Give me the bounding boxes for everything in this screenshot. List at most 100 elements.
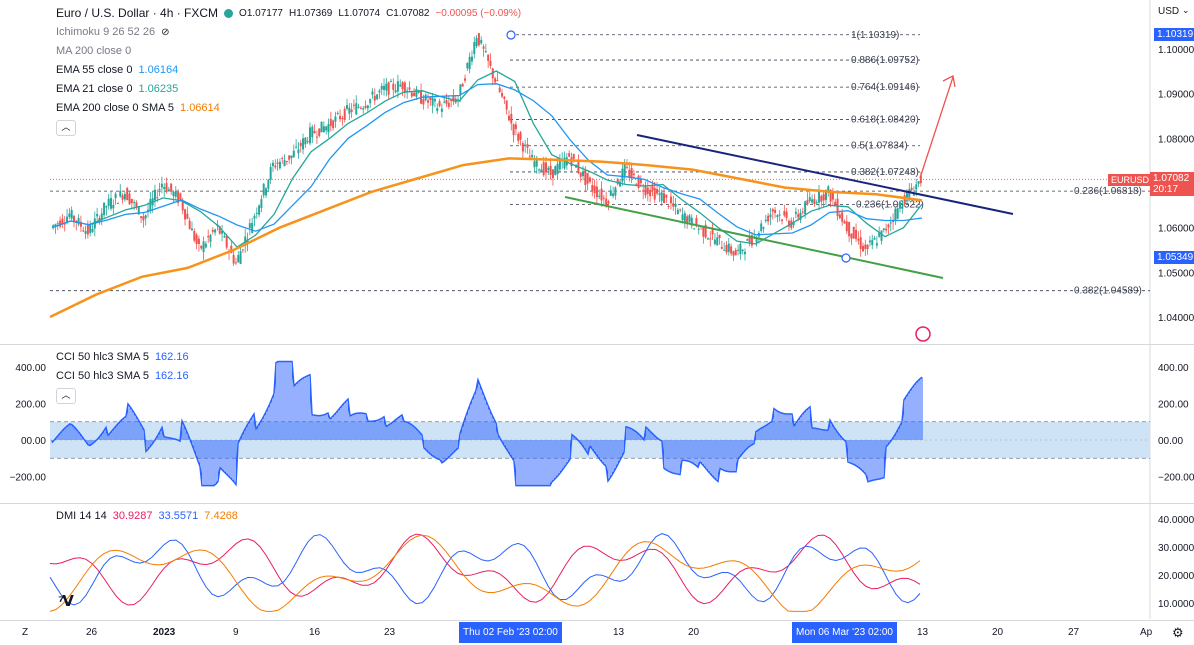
candle-body	[494, 78, 497, 83]
candle-body	[190, 228, 193, 231]
candle-body	[371, 91, 374, 95]
candle-body	[732, 251, 735, 256]
zoom-button[interactable]: Z	[22, 627, 29, 638]
candle-body	[628, 169, 631, 178]
candle-body	[875, 243, 878, 246]
dmi-pane[interactable]: 40.0000 30.0000 20.0000 10.0000 DMI 14 14 3…	[0, 504, 1194, 619]
candle-body	[156, 197, 159, 199]
symbol-title[interactable]: Euro / U.S. Dollar · 4h · FXCM	[56, 6, 219, 20]
candle-body	[514, 124, 517, 129]
candle-body	[625, 166, 628, 168]
candle-body	[311, 126, 314, 138]
candle-body	[355, 103, 358, 115]
candle-body	[413, 92, 416, 97]
candle-body	[200, 245, 203, 249]
candle-body	[709, 238, 712, 240]
candle-body	[542, 162, 545, 176]
candle-body	[528, 156, 531, 158]
candle-body	[177, 191, 180, 203]
candle-body	[868, 240, 871, 243]
pane-separator-2[interactable]	[0, 503, 1194, 504]
collapse-legend-button[interactable]: ︿	[56, 119, 76, 136]
candle-body	[829, 190, 832, 202]
candle-body	[711, 229, 714, 235]
candle-body	[341, 118, 344, 120]
indicator-ichimoku[interactable]: Ichimoku 9 26 52 26	[56, 26, 156, 38]
candle-body	[681, 214, 684, 221]
cci-tick-right: 400.00	[1158, 363, 1189, 374]
candle-body	[482, 46, 485, 49]
tradingview-logo-icon[interactable]: ⁷𝗩	[58, 593, 74, 610]
ohlc-close: C1.07082	[386, 8, 430, 19]
cci-tick-left: 00.00	[21, 436, 46, 447]
candle-body	[480, 39, 483, 44]
candle-body	[70, 209, 73, 219]
dmi-minus-line	[49, 533, 921, 606]
dmi-canvas[interactable]: 40.0000 30.0000 20.0000 10.0000	[0, 504, 1194, 619]
cci-pane[interactable]: 400.00 200.00 00.00 −200.00 400.00 200.00 00.0…	[0, 345, 1194, 503]
candle-body	[66, 216, 69, 223]
candle-body	[820, 195, 823, 202]
candle-body	[857, 238, 860, 241]
candle-body	[426, 100, 429, 103]
candle-body	[153, 189, 156, 201]
settings-gear-icon[interactable]: ⚙	[1172, 625, 1184, 640]
indicator-ema55[interactable]: EMA 55 close 0	[56, 64, 133, 76]
time-label-13b: 13	[917, 627, 929, 638]
indicator-ma200[interactable]: MA 200 close 0	[56, 45, 132, 57]
candle-body	[815, 202, 818, 204]
candle-body	[281, 158, 284, 160]
candle-body	[431, 97, 434, 106]
candle-body	[306, 141, 309, 143]
cci-label-2[interactable]: CCI 50 hlc3 SMA 5	[56, 370, 149, 382]
candle-body	[866, 244, 869, 249]
currency-chevron-icon[interactable]: ⌄	[1182, 5, 1190, 15]
candle-body	[741, 249, 744, 252]
candle-body	[864, 244, 867, 249]
dmi-label[interactable]: DMI 14 14	[56, 510, 107, 522]
price-axis[interactable]: USD ⌄	[1150, 0, 1194, 344]
candle-body	[253, 216, 256, 219]
candle-body	[538, 169, 541, 171]
time-label-16: 16	[309, 627, 321, 638]
fib-level-label: 0.886(1.09752)	[851, 55, 919, 66]
candle-body	[871, 239, 874, 246]
crosshair-time-left: Thu 02 Feb '23 02:00	[459, 622, 562, 643]
candle-body	[716, 237, 719, 246]
candle-body	[267, 179, 270, 189]
cci-tick-left: 400.00	[15, 363, 46, 374]
eye-off-icon[interactable]: ⊘	[161, 27, 170, 38]
candle-body	[656, 189, 659, 194]
cci-label-1[interactable]: CCI 50 hlc3 SMA 5	[56, 351, 149, 363]
candle-body	[660, 192, 663, 201]
candle-body	[595, 186, 598, 198]
candle-body	[693, 228, 696, 230]
candle-body	[781, 219, 784, 222]
candle-body	[818, 190, 821, 203]
candle-body	[128, 193, 131, 205]
cci-canvas[interactable]: 400.00 200.00 00.00 −200.00 400.00 200.00 00.0…	[0, 345, 1194, 503]
candle-body	[68, 213, 71, 218]
candle-body	[600, 188, 603, 201]
candle-body	[794, 211, 797, 214]
pane-separator[interactable]	[0, 344, 1194, 345]
candle-body	[186, 213, 189, 219]
price-chart-pane[interactable]: 1.10000 1.09000 1.08000 1.06000 1.05000 1.040…	[0, 0, 1194, 344]
candle-body	[591, 185, 594, 191]
candle-body	[276, 162, 279, 164]
candle-body	[510, 113, 513, 124]
collapse-cci-legend-button[interactable]: ︿	[56, 387, 76, 404]
indicator-ema200[interactable]: EMA 200 close 0 SMA 5	[56, 102, 175, 114]
ohlc-high: H1.07369	[288, 8, 333, 19]
candle-body	[445, 100, 448, 104]
currency-label[interactable]: USD	[1158, 6, 1180, 17]
candle-body	[158, 188, 161, 190]
candle-body	[77, 218, 80, 225]
candle-body	[827, 186, 830, 192]
indicator-ema21[interactable]: EMA 21 close 0	[56, 83, 133, 95]
fib-level-label: 0.382(1.07248)	[851, 167, 919, 178]
time-axis[interactable]: Z 26 2023 9 16 23 Thu 02 Feb '23 02:00 1…	[0, 620, 1194, 645]
candle-body	[359, 107, 362, 109]
price-chart-canvas[interactable]: 1.10000 1.09000 1.08000 1.06000 1.05000 1.040…	[0, 0, 1194, 344]
dmi-minus-di: 33.5571	[158, 510, 199, 522]
